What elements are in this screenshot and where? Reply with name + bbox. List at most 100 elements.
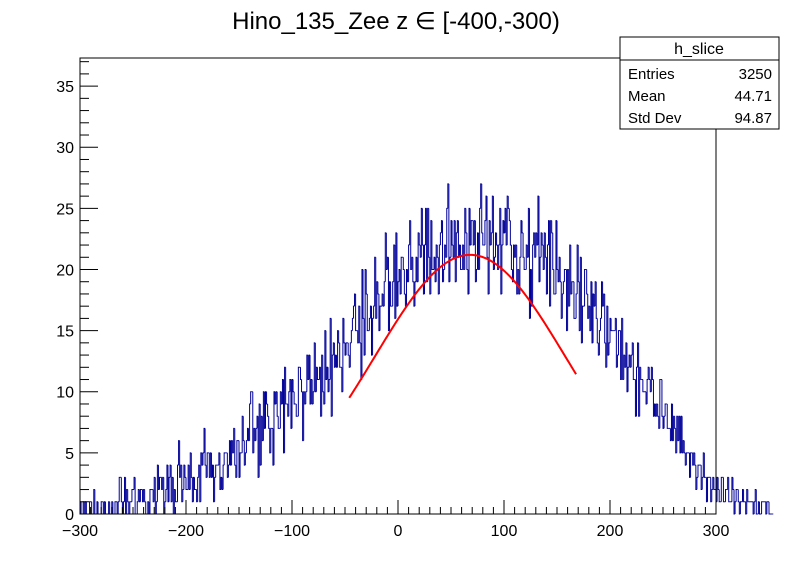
stats-stddev-value: 94.87	[734, 110, 772, 127]
y-tick-label: 5	[65, 446, 74, 463]
histogram-bin	[470, 220, 473, 246]
stats-entries-value: 3250	[739, 66, 772, 83]
histogram-bin	[293, 391, 296, 405]
x-tick-label: −100	[274, 523, 310, 540]
histogram-bin	[697, 464, 700, 478]
fit-curve-group	[348, 253, 577, 399]
histogram-bin	[295, 403, 298, 417]
histogram-bin	[355, 293, 357, 332]
x-axis: −300 −200 −100 0 100 200 300	[62, 500, 729, 540]
y-tick-label: 15	[56, 324, 74, 341]
y-axis: 0 5 10 15 20 25 30 35	[56, 61, 98, 524]
histogram-bin	[666, 403, 669, 429]
stats-box-title: h_slice	[674, 41, 724, 58]
histogram-bin	[573, 281, 576, 319]
histogram-bin	[139, 489, 142, 502]
histogram-bin	[523, 257, 526, 270]
histogram-bin	[236, 440, 238, 478]
x-tick-label: 0	[394, 523, 403, 540]
y-tick-label: 35	[56, 79, 74, 96]
histogram-bin	[131, 489, 133, 502]
histogram-bin	[379, 305, 382, 331]
histogram-bin	[297, 366, 300, 417]
histogram-bin	[722, 477, 725, 503]
histogram-bin	[743, 489, 745, 503]
stats-entries-label: Entries	[628, 66, 675, 83]
histogram-bin	[761, 501, 763, 514]
histogram-bin	[285, 367, 287, 405]
histogram-bin	[617, 330, 620, 356]
histogram-bin	[316, 367, 319, 381]
histogram-bin	[239, 452, 242, 478]
histogram-bin	[707, 476, 709, 502]
histogram-bin	[174, 489, 177, 503]
histogram-bin	[720, 476, 723, 502]
histogram-bin	[747, 489, 749, 503]
histogram-bin	[159, 476, 161, 490]
x-tick-label: 200	[597, 523, 624, 540]
histogram-bin	[718, 489, 721, 503]
histogram-bin	[735, 489, 738, 502]
histogram-bin	[728, 477, 730, 503]
histogram-bin	[642, 379, 644, 393]
histogram-bin	[277, 416, 280, 429]
histogram-bin	[563, 269, 566, 282]
histogram-bin	[553, 269, 555, 295]
histogram-bin	[215, 464, 217, 478]
histogram-bin	[366, 293, 369, 332]
histogram-bin	[768, 501, 771, 515]
x-tick-label: 100	[491, 523, 518, 540]
histogram-bin	[339, 342, 341, 368]
histogram-bin	[89, 501, 91, 514]
histogram-bin	[713, 477, 715, 491]
histogram-bin	[703, 452, 706, 478]
histogram-bin	[270, 427, 272, 453]
histogram-bin	[400, 256, 403, 294]
histogram-bin	[431, 220, 433, 270]
y-tick-label: 20	[56, 262, 74, 279]
histogram-bin	[690, 452, 692, 478]
x-tick-label: −300	[62, 523, 98, 540]
stats-mean-value: 44.71	[734, 88, 772, 105]
histogram-bin	[725, 489, 727, 502]
y-tick-label: 10	[56, 385, 74, 402]
histogram-bin	[758, 501, 761, 515]
histogram-bin	[739, 501, 742, 514]
histogram-bin	[114, 501, 117, 514]
histogram-bin	[755, 489, 758, 515]
histogram-bin	[584, 269, 586, 307]
histogram-bin	[685, 452, 688, 466]
histogram-bin	[571, 281, 573, 294]
histogram-bin	[390, 281, 392, 307]
stats-stddev-label: Std Dev	[628, 110, 682, 127]
histogram-bin	[610, 318, 613, 332]
histogram-bin	[659, 379, 661, 429]
histogram-bin	[345, 342, 348, 356]
histogram-bin	[766, 501, 768, 514]
histogram-bin	[129, 501, 131, 514]
stats-mean-label: Mean	[628, 88, 666, 105]
stats-box-frame	[619, 36, 780, 130]
histogram-bin	[460, 245, 462, 270]
stats-box: h_slice Entries 3250 Mean 44.71 Std Dev …	[619, 36, 780, 130]
histogram-bin	[185, 477, 188, 491]
y-tick-label: 25	[56, 201, 74, 218]
histogram-bin	[149, 489, 152, 514]
histogram-bin	[482, 232, 484, 246]
y-tick-label: 0	[65, 507, 74, 524]
histogram-bin	[250, 391, 252, 404]
histogram-bin	[581, 305, 584, 343]
histogram-bin	[193, 477, 196, 491]
y-tick-label: 30	[56, 140, 74, 157]
histogram-bin	[118, 476, 121, 502]
histogram-bin	[640, 367, 642, 381]
histogram-bin	[664, 403, 667, 417]
x-tick-label: 300	[703, 523, 730, 540]
x-tick-label: −200	[168, 523, 204, 540]
histogram-bin	[223, 452, 226, 466]
fit-curve	[348, 253, 577, 399]
histogram-bin	[206, 452, 209, 478]
histogram-bins	[79, 183, 774, 515]
histogram-bin	[632, 342, 635, 381]
